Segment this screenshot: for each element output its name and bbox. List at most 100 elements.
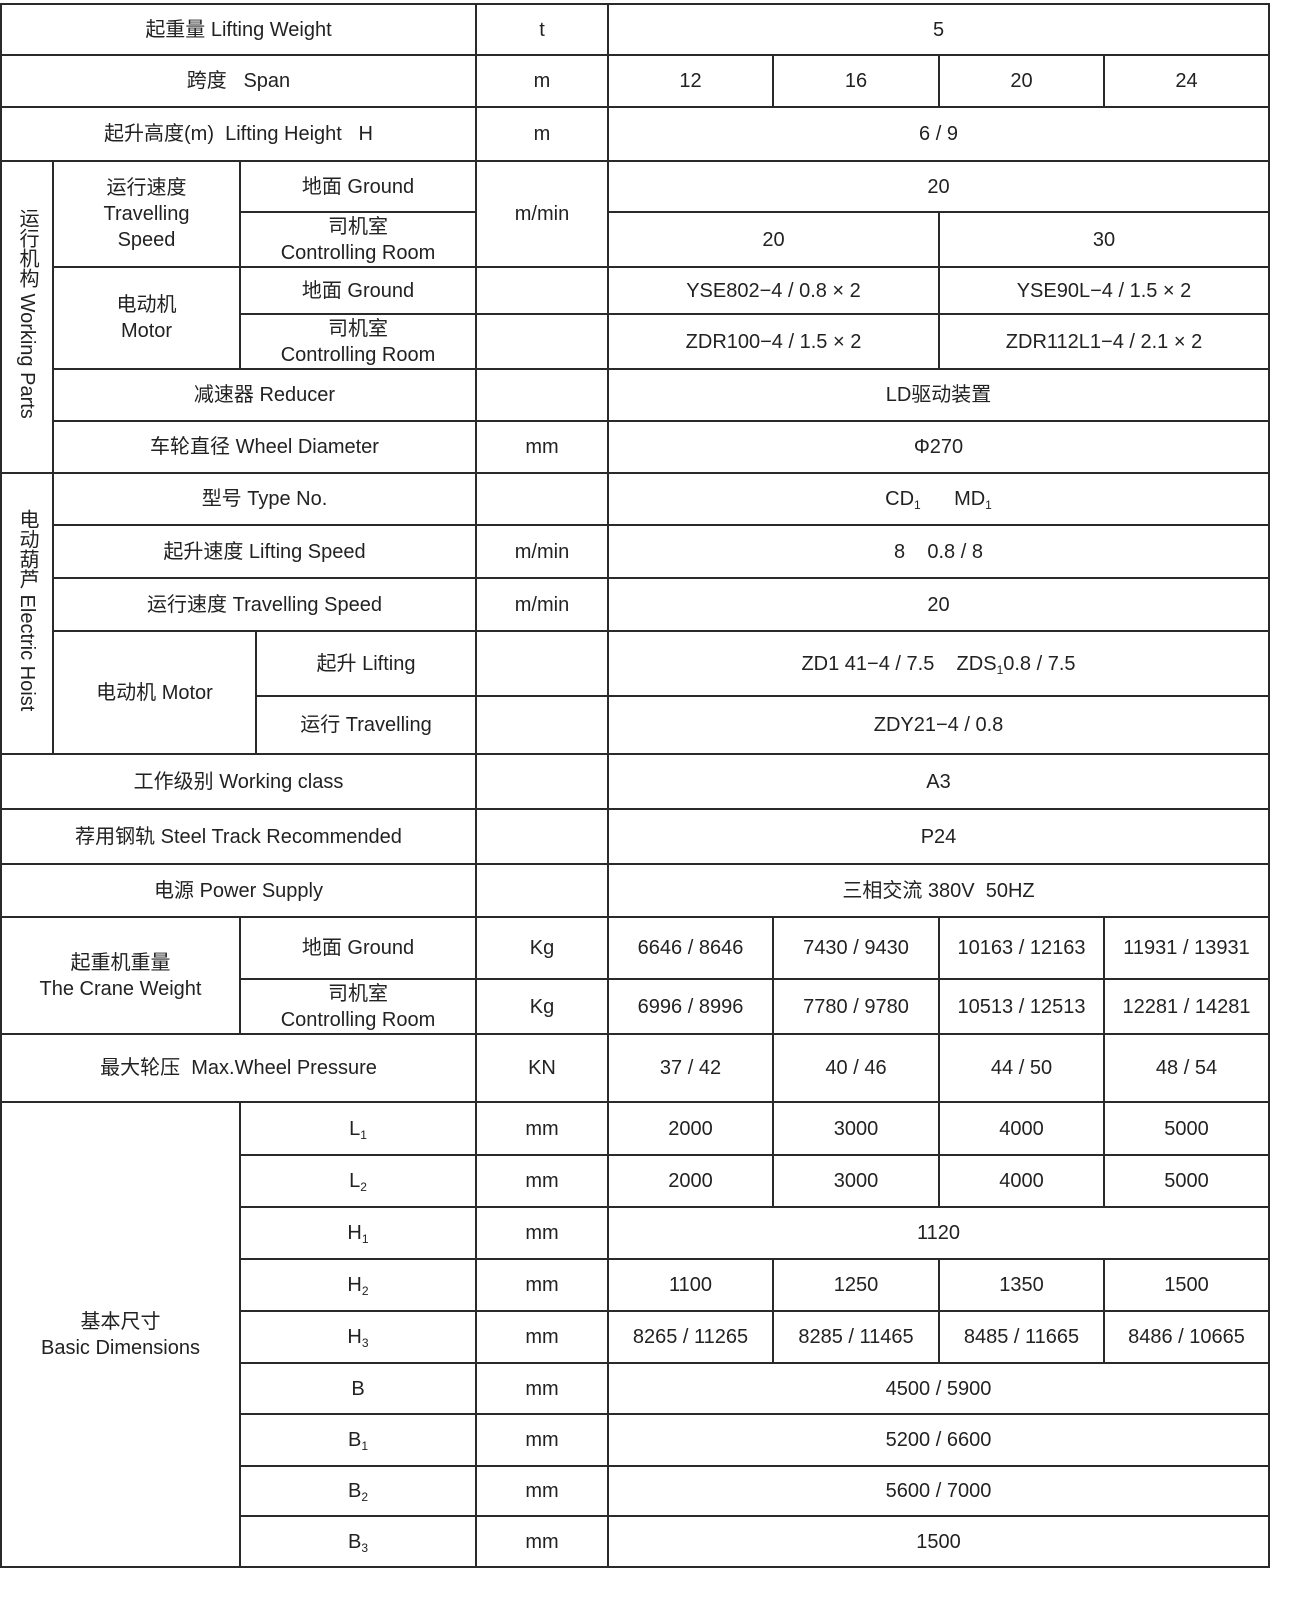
value: 20 xyxy=(607,211,940,268)
label-en: Controlling Room xyxy=(280,1008,436,1031)
label: 工作级别 Working class xyxy=(0,753,477,810)
type-1: CD xyxy=(885,488,915,510)
value: 8485 / 11665 xyxy=(938,1310,1105,1364)
value: 11931 / 13931 xyxy=(1103,916,1270,980)
value: 10163 / 12163 xyxy=(938,916,1105,980)
subscript: 3 xyxy=(361,1336,369,1350)
row-steel-track: 荐用钢轨 Steel Track Recommended P24 xyxy=(0,808,1270,865)
value: 30 xyxy=(938,211,1270,268)
unit: mm xyxy=(475,1310,609,1364)
value: CD1 MD1 xyxy=(607,472,1270,526)
unit: m/min xyxy=(475,577,609,632)
group-working-parts: 运行机构 Working Parts xyxy=(0,160,54,474)
name: B xyxy=(347,1429,362,1451)
hoist-motor-label: 电动机 Motor xyxy=(52,630,257,755)
value: 5600 / 7000 xyxy=(607,1465,1270,1517)
group-label: 运行机构 Working Parts xyxy=(16,208,38,419)
row-wheel-pressure: 最大轮压 Max.Wheel Pressure KN 37 / 42 40 / … xyxy=(0,1033,1270,1103)
ground-label: 地面 Ground xyxy=(239,266,477,315)
dimension-row: B2 mm 5600 / 7000 xyxy=(1,1465,1270,1517)
value: YSE802−4 / 0.8 × 2 xyxy=(607,266,940,315)
value: 8265 / 11265 xyxy=(607,1310,774,1364)
dimension-row: B3 mm 1500 xyxy=(1,1515,1270,1568)
lifting-label: 起升 Lifting xyxy=(255,630,477,697)
row-type-no: 电动葫芦 Electric Hoist 型号 Type No. CD1 MD1 xyxy=(0,472,1270,755)
value-part: ZD1 41−4 / 7.5 ZDS xyxy=(801,652,997,675)
value: 6646 / 8646 xyxy=(607,916,774,980)
value: ZDR112L1−4 / 2.1 × 2 xyxy=(938,313,1270,370)
subscript: 2 xyxy=(361,1284,369,1298)
label-cn: 起重机重量 xyxy=(70,951,171,974)
unit xyxy=(475,313,609,370)
unit: Kg xyxy=(475,916,609,980)
label-en: Motor xyxy=(120,320,173,342)
value: A3 xyxy=(607,753,1270,810)
value: 6 / 9 xyxy=(607,106,1270,162)
value: 8486 / 10665 xyxy=(1103,1310,1270,1364)
ground-label: 地面 Ground xyxy=(239,916,477,980)
unit: mm xyxy=(475,1154,609,1208)
travelling-label: 运行 Travelling xyxy=(255,695,477,755)
unit: mm xyxy=(475,1258,609,1312)
value: 三相交流 380V 50HZ xyxy=(607,863,1270,918)
label: 起重量 Lifting Weight xyxy=(0,3,477,56)
value: 12281 / 14281 xyxy=(1103,978,1270,1035)
label-en: Speed xyxy=(117,229,176,251)
value: 4500 / 5900 xyxy=(607,1362,1270,1415)
unit xyxy=(475,368,609,422)
dimension-row: H1 mm 1120 xyxy=(1,1206,1270,1260)
label-en: Basic Dimensions xyxy=(41,1336,200,1359)
room-label: 司机室 Controlling Room xyxy=(239,978,477,1035)
subscript: 3 xyxy=(361,1540,369,1555)
dimension-row: 基本尺寸 Basic Dimensions L1 mm 2000 3000 4000 5000 xyxy=(0,1101,1270,1568)
value: ZDR100−4 / 1.5 × 2 xyxy=(607,313,940,370)
value: 2000 xyxy=(607,1101,774,1156)
dimension-name: B xyxy=(239,1362,477,1415)
label: 起升速度 Lifting Speed xyxy=(52,524,477,579)
label-cn: 司机室 xyxy=(328,215,388,238)
dimension-name: B2 xyxy=(239,1465,477,1517)
row-motor-room: 司机室 Controlling Room ZDR100−4 / 1.5 × 2 … xyxy=(1,313,1270,370)
row-travel-speed-room: 司机室 Controlling Room 20 30 xyxy=(1,211,1270,268)
row-lifting-speed: 起升速度 Lifting Speed m/min 8 0.8 / 8 xyxy=(1,524,1270,579)
unit xyxy=(475,630,609,697)
label: 起升高度(m) Lifting Height H xyxy=(0,106,477,162)
value: 4000 xyxy=(938,1154,1105,1208)
room-label: 司机室 Controlling Room xyxy=(239,211,477,268)
row-travel-speed-ground: 运行机构 Working Parts 运行速度 Travelling Speed… xyxy=(0,160,1270,474)
value: YSE90L−4 / 1.5 × 2 xyxy=(938,266,1270,315)
name: B xyxy=(347,1480,362,1502)
value: 6996 / 8996 xyxy=(607,978,774,1035)
dimension-name: L1 xyxy=(239,1101,477,1156)
name: L xyxy=(349,1170,361,1192)
row-wheel-diameter: 车轮直径 Wheel Diameter mm Φ270 xyxy=(1,420,1270,474)
name: H xyxy=(347,1274,362,1296)
label-cn: 司机室 xyxy=(328,317,388,340)
value: 12 xyxy=(607,54,774,108)
name: H xyxy=(347,1326,362,1348)
subscript: 1 xyxy=(361,1439,369,1453)
row-hoist-travelling-speed: 运行速度 Travelling Speed m/min 20 xyxy=(1,577,1270,632)
unit: KN xyxy=(475,1033,609,1103)
dimension-name: L2 xyxy=(239,1154,477,1208)
row-lifting-height: 起升高度(m) Lifting Height H m 6 / 9 xyxy=(0,106,1270,162)
label: 运行速度 Travelling Speed xyxy=(52,577,477,632)
row-span: 跨度 Span m 12 16 20 24 xyxy=(0,54,1270,108)
row-reducer: 减速器 Reducer LD驱动装置 xyxy=(1,368,1270,422)
label-en: Controlling Room xyxy=(280,343,436,366)
value: 4000 xyxy=(938,1101,1105,1156)
label: 减速器 Reducer xyxy=(52,368,477,422)
unit: mm xyxy=(475,1206,609,1260)
dimension-row: B1 mm 5200 / 6600 xyxy=(1,1413,1270,1467)
unit xyxy=(475,753,609,810)
room-label: 司机室 Controlling Room xyxy=(239,313,477,370)
value: 20 xyxy=(607,577,1270,632)
unit: mm xyxy=(475,1413,609,1467)
value: 1100 xyxy=(607,1258,774,1312)
value: LD驱动装置 xyxy=(607,368,1270,422)
dimension-name: B3 xyxy=(239,1515,477,1568)
unit xyxy=(475,266,609,315)
label: 车轮直径 Wheel Diameter xyxy=(52,420,477,474)
value: 5200 / 6600 xyxy=(607,1413,1270,1467)
value: ZD1 41−4 / 7.5 ZDS10.8 / 7.5 xyxy=(607,630,1270,697)
